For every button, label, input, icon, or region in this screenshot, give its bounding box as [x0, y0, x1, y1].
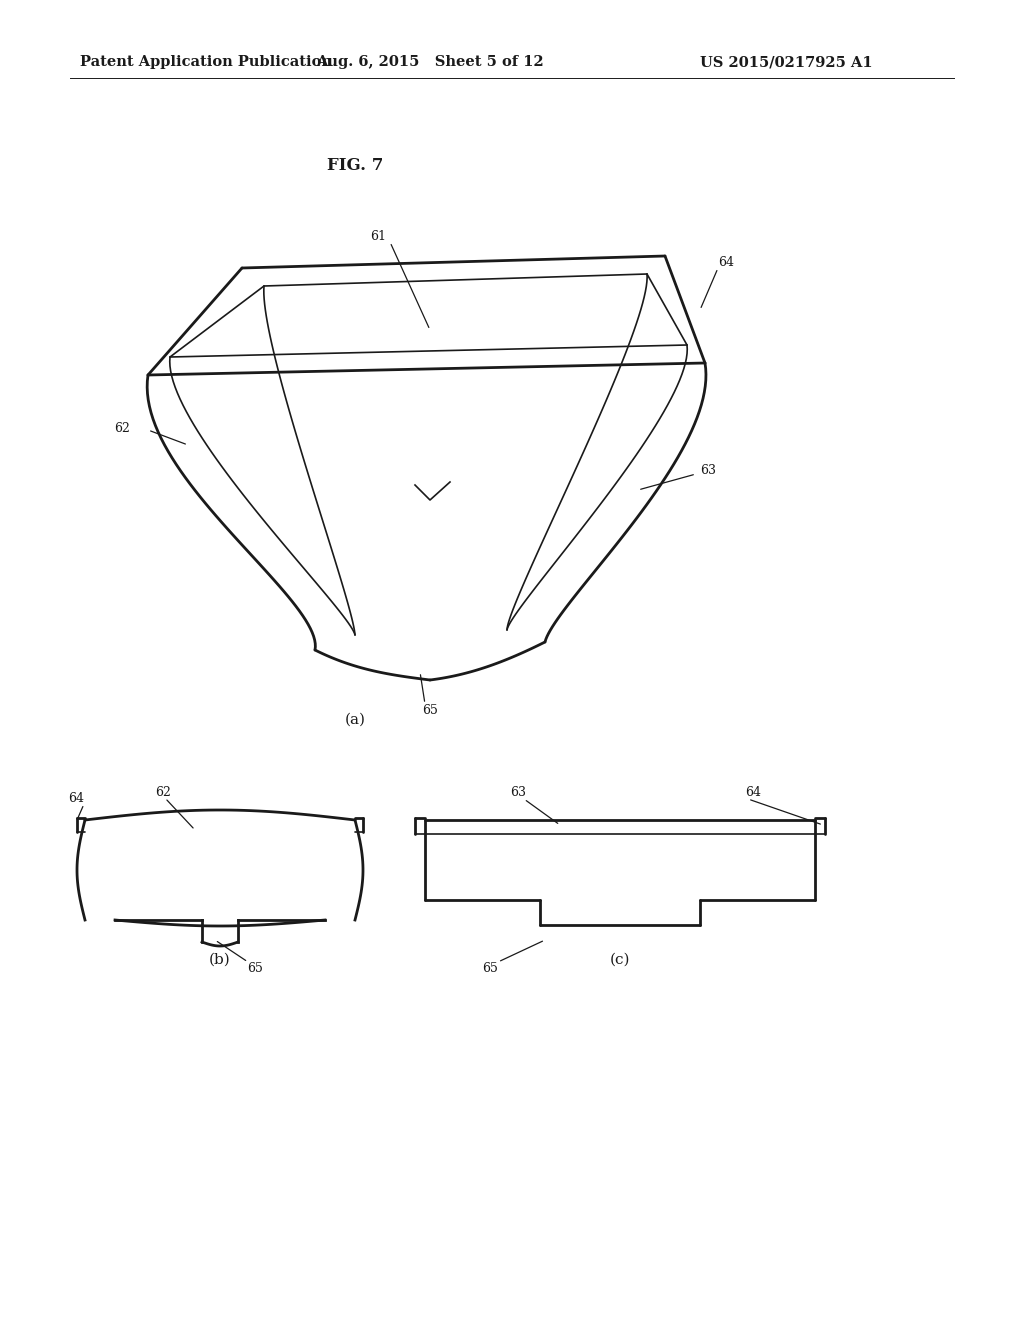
Text: Aug. 6, 2015   Sheet 5 of 12: Aug. 6, 2015 Sheet 5 of 12	[316, 55, 544, 69]
Text: 63: 63	[700, 463, 716, 477]
Text: 62: 62	[155, 787, 171, 800]
Text: FIG. 7: FIG. 7	[327, 157, 383, 173]
Text: 61: 61	[370, 230, 386, 243]
Text: 65: 65	[247, 961, 263, 974]
Text: Patent Application Publication: Patent Application Publication	[80, 55, 332, 69]
Text: 65: 65	[482, 961, 498, 974]
Text: 63: 63	[510, 787, 526, 800]
Text: 65: 65	[422, 704, 438, 717]
Text: (b): (b)	[209, 953, 230, 968]
Text: US 2015/0217925 A1: US 2015/0217925 A1	[700, 55, 872, 69]
Text: (a): (a)	[344, 713, 366, 727]
Text: 64: 64	[68, 792, 84, 804]
Text: 64: 64	[745, 787, 761, 800]
Text: 64: 64	[718, 256, 734, 268]
Text: (c): (c)	[609, 953, 630, 968]
Text: 62: 62	[114, 421, 130, 434]
